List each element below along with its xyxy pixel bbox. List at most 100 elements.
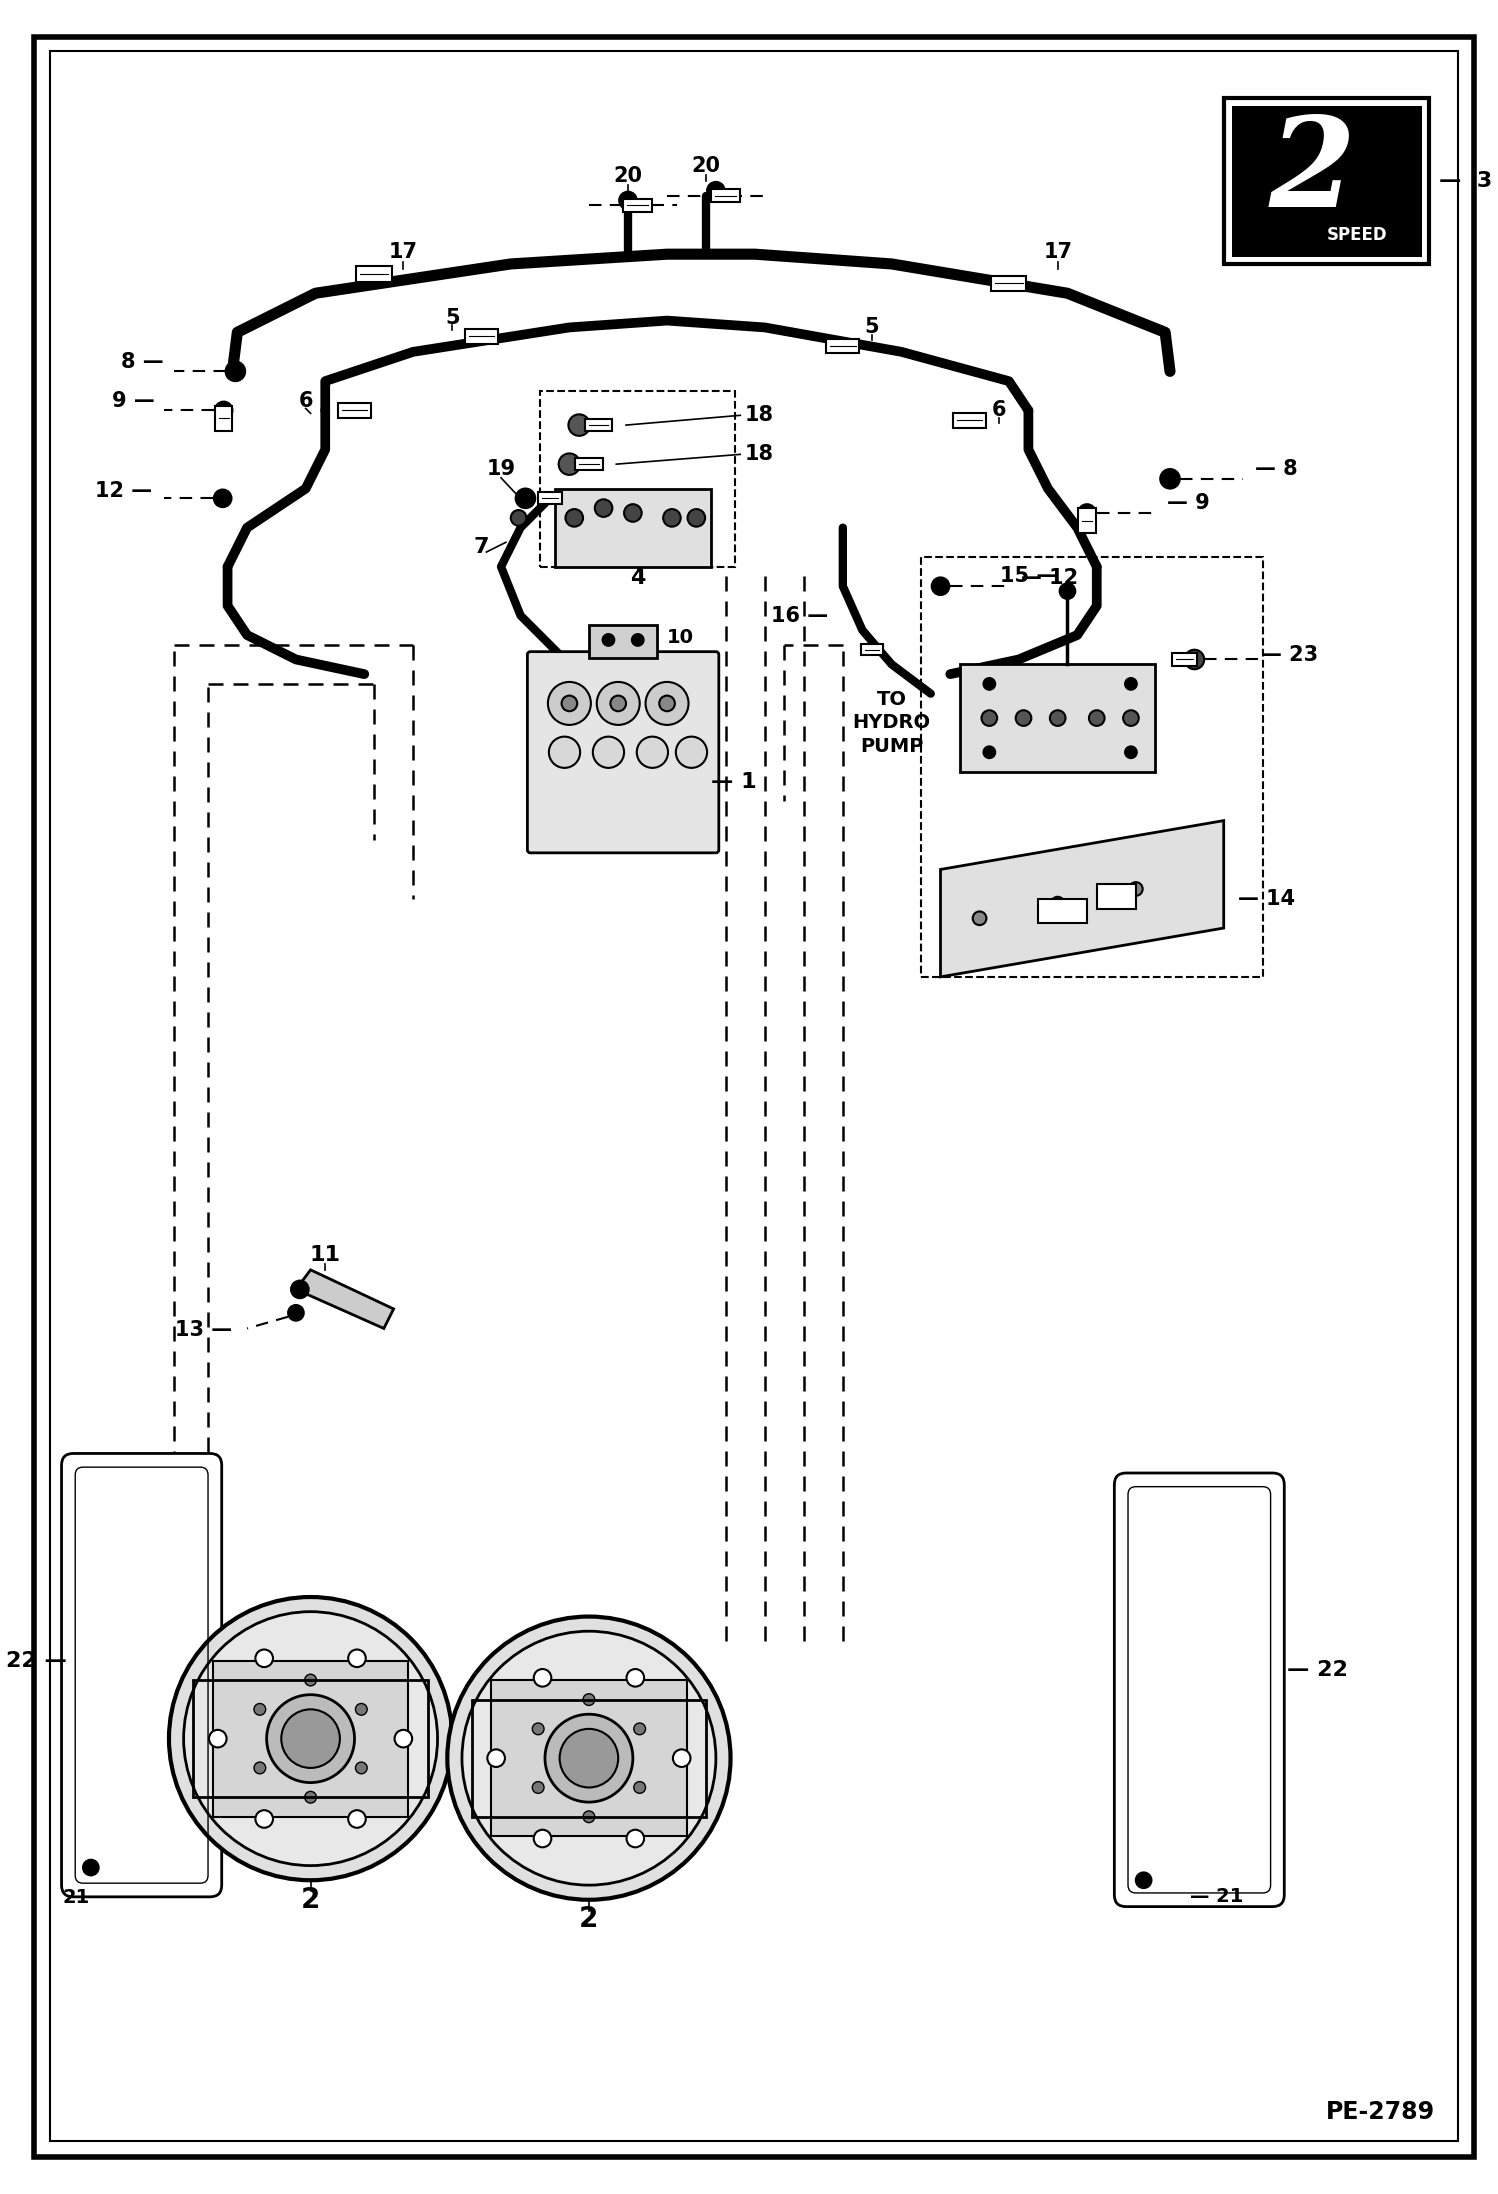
Bar xyxy=(1233,108,1420,255)
Text: 5: 5 xyxy=(445,307,460,327)
FancyBboxPatch shape xyxy=(61,1452,222,1898)
Bar xyxy=(541,391,736,566)
Circle shape xyxy=(355,1762,367,1773)
Circle shape xyxy=(688,509,706,527)
Circle shape xyxy=(932,577,950,595)
Circle shape xyxy=(637,737,668,768)
Circle shape xyxy=(532,1782,544,1792)
Circle shape xyxy=(82,1861,99,1876)
Circle shape xyxy=(348,1810,366,1828)
Circle shape xyxy=(348,1650,366,1667)
Text: — 8: — 8 xyxy=(1255,459,1297,478)
Text: SPEED: SPEED xyxy=(1327,226,1387,244)
Circle shape xyxy=(984,746,995,759)
Circle shape xyxy=(1124,711,1138,726)
Text: 17: 17 xyxy=(389,241,418,263)
Text: — 14: — 14 xyxy=(1239,889,1296,908)
Circle shape xyxy=(548,682,590,724)
Circle shape xyxy=(619,191,637,208)
Text: — 9: — 9 xyxy=(1167,494,1210,513)
Circle shape xyxy=(1135,1871,1152,1889)
Bar xyxy=(827,338,860,353)
Circle shape xyxy=(1129,882,1143,895)
Circle shape xyxy=(610,695,626,711)
Polygon shape xyxy=(297,1270,394,1327)
Text: 10: 10 xyxy=(667,627,694,647)
Bar xyxy=(589,625,658,658)
Text: SPEED: SPEED xyxy=(1323,237,1389,255)
Circle shape xyxy=(448,1617,731,1900)
Text: 2: 2 xyxy=(580,1904,599,1933)
Text: — 23: — 23 xyxy=(1261,645,1318,665)
Text: —  3: — 3 xyxy=(1438,171,1492,191)
Circle shape xyxy=(184,1613,437,1865)
FancyBboxPatch shape xyxy=(1115,1472,1284,1907)
Bar xyxy=(214,406,232,430)
Circle shape xyxy=(625,505,641,522)
Bar xyxy=(586,419,613,432)
Bar xyxy=(921,557,1263,976)
Circle shape xyxy=(288,1305,304,1321)
Bar xyxy=(1097,884,1135,908)
Circle shape xyxy=(646,682,689,724)
Circle shape xyxy=(461,1630,716,1885)
Circle shape xyxy=(634,1782,646,1792)
Circle shape xyxy=(1125,746,1137,759)
Circle shape xyxy=(214,402,232,419)
Circle shape xyxy=(304,1790,316,1803)
Text: 17: 17 xyxy=(1043,241,1073,263)
Bar xyxy=(992,276,1026,292)
Circle shape xyxy=(984,678,995,689)
Bar xyxy=(1038,900,1088,924)
Bar xyxy=(575,459,602,470)
Circle shape xyxy=(169,1597,452,1880)
Circle shape xyxy=(1059,584,1076,599)
Circle shape xyxy=(1052,897,1065,911)
Text: 2: 2 xyxy=(1269,112,1356,235)
Circle shape xyxy=(548,737,580,768)
Bar xyxy=(193,1681,428,1797)
Circle shape xyxy=(255,1810,273,1828)
Circle shape xyxy=(596,682,640,724)
Text: 7: 7 xyxy=(473,538,490,557)
Text: — 21: — 21 xyxy=(1189,1887,1243,1907)
Text: 19: 19 xyxy=(487,459,515,478)
Circle shape xyxy=(255,1762,265,1773)
Circle shape xyxy=(1050,711,1065,726)
Text: 12 —: 12 — xyxy=(96,480,153,500)
Text: 20: 20 xyxy=(692,156,721,176)
Bar xyxy=(464,329,499,344)
Circle shape xyxy=(210,1729,226,1746)
Bar xyxy=(213,1661,409,1817)
Circle shape xyxy=(673,1749,691,1766)
Circle shape xyxy=(533,1830,551,1847)
Circle shape xyxy=(533,1670,551,1687)
Bar xyxy=(960,665,1155,772)
Circle shape xyxy=(676,737,707,768)
Text: PE-2789: PE-2789 xyxy=(1326,2100,1435,2124)
Text: 2: 2 xyxy=(1269,112,1356,235)
Text: 16 —: 16 — xyxy=(771,606,828,625)
Circle shape xyxy=(559,454,580,474)
Text: 18: 18 xyxy=(745,406,774,426)
Circle shape xyxy=(517,489,535,507)
Circle shape xyxy=(707,182,725,200)
Circle shape xyxy=(355,1703,367,1716)
Bar xyxy=(1233,108,1420,255)
Circle shape xyxy=(664,509,680,527)
Bar xyxy=(339,404,372,417)
Text: 21: 21 xyxy=(63,1889,90,1907)
Bar xyxy=(712,189,740,202)
Circle shape xyxy=(1016,711,1031,726)
Text: 8 —: 8 — xyxy=(121,351,165,371)
Circle shape xyxy=(560,1729,619,1788)
Bar xyxy=(1079,509,1095,533)
Circle shape xyxy=(214,489,232,507)
Text: — 22: — 22 xyxy=(1287,1661,1348,1681)
Circle shape xyxy=(972,911,986,926)
Circle shape xyxy=(602,634,614,645)
Text: 4: 4 xyxy=(631,568,646,588)
Circle shape xyxy=(568,415,590,437)
Text: 6: 6 xyxy=(298,391,313,410)
Text: 15 —: 15 — xyxy=(1001,566,1058,586)
